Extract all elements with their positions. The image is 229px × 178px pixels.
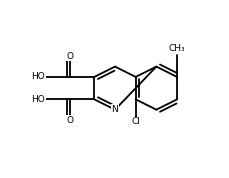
Text: O: O [66, 52, 73, 61]
Text: HO: HO [31, 95, 45, 104]
Text: O: O [66, 116, 73, 125]
Text: HO: HO [31, 72, 45, 81]
Text: CH₃: CH₃ [168, 44, 185, 53]
Text: N: N [111, 105, 118, 114]
Text: Cl: Cl [131, 117, 139, 126]
